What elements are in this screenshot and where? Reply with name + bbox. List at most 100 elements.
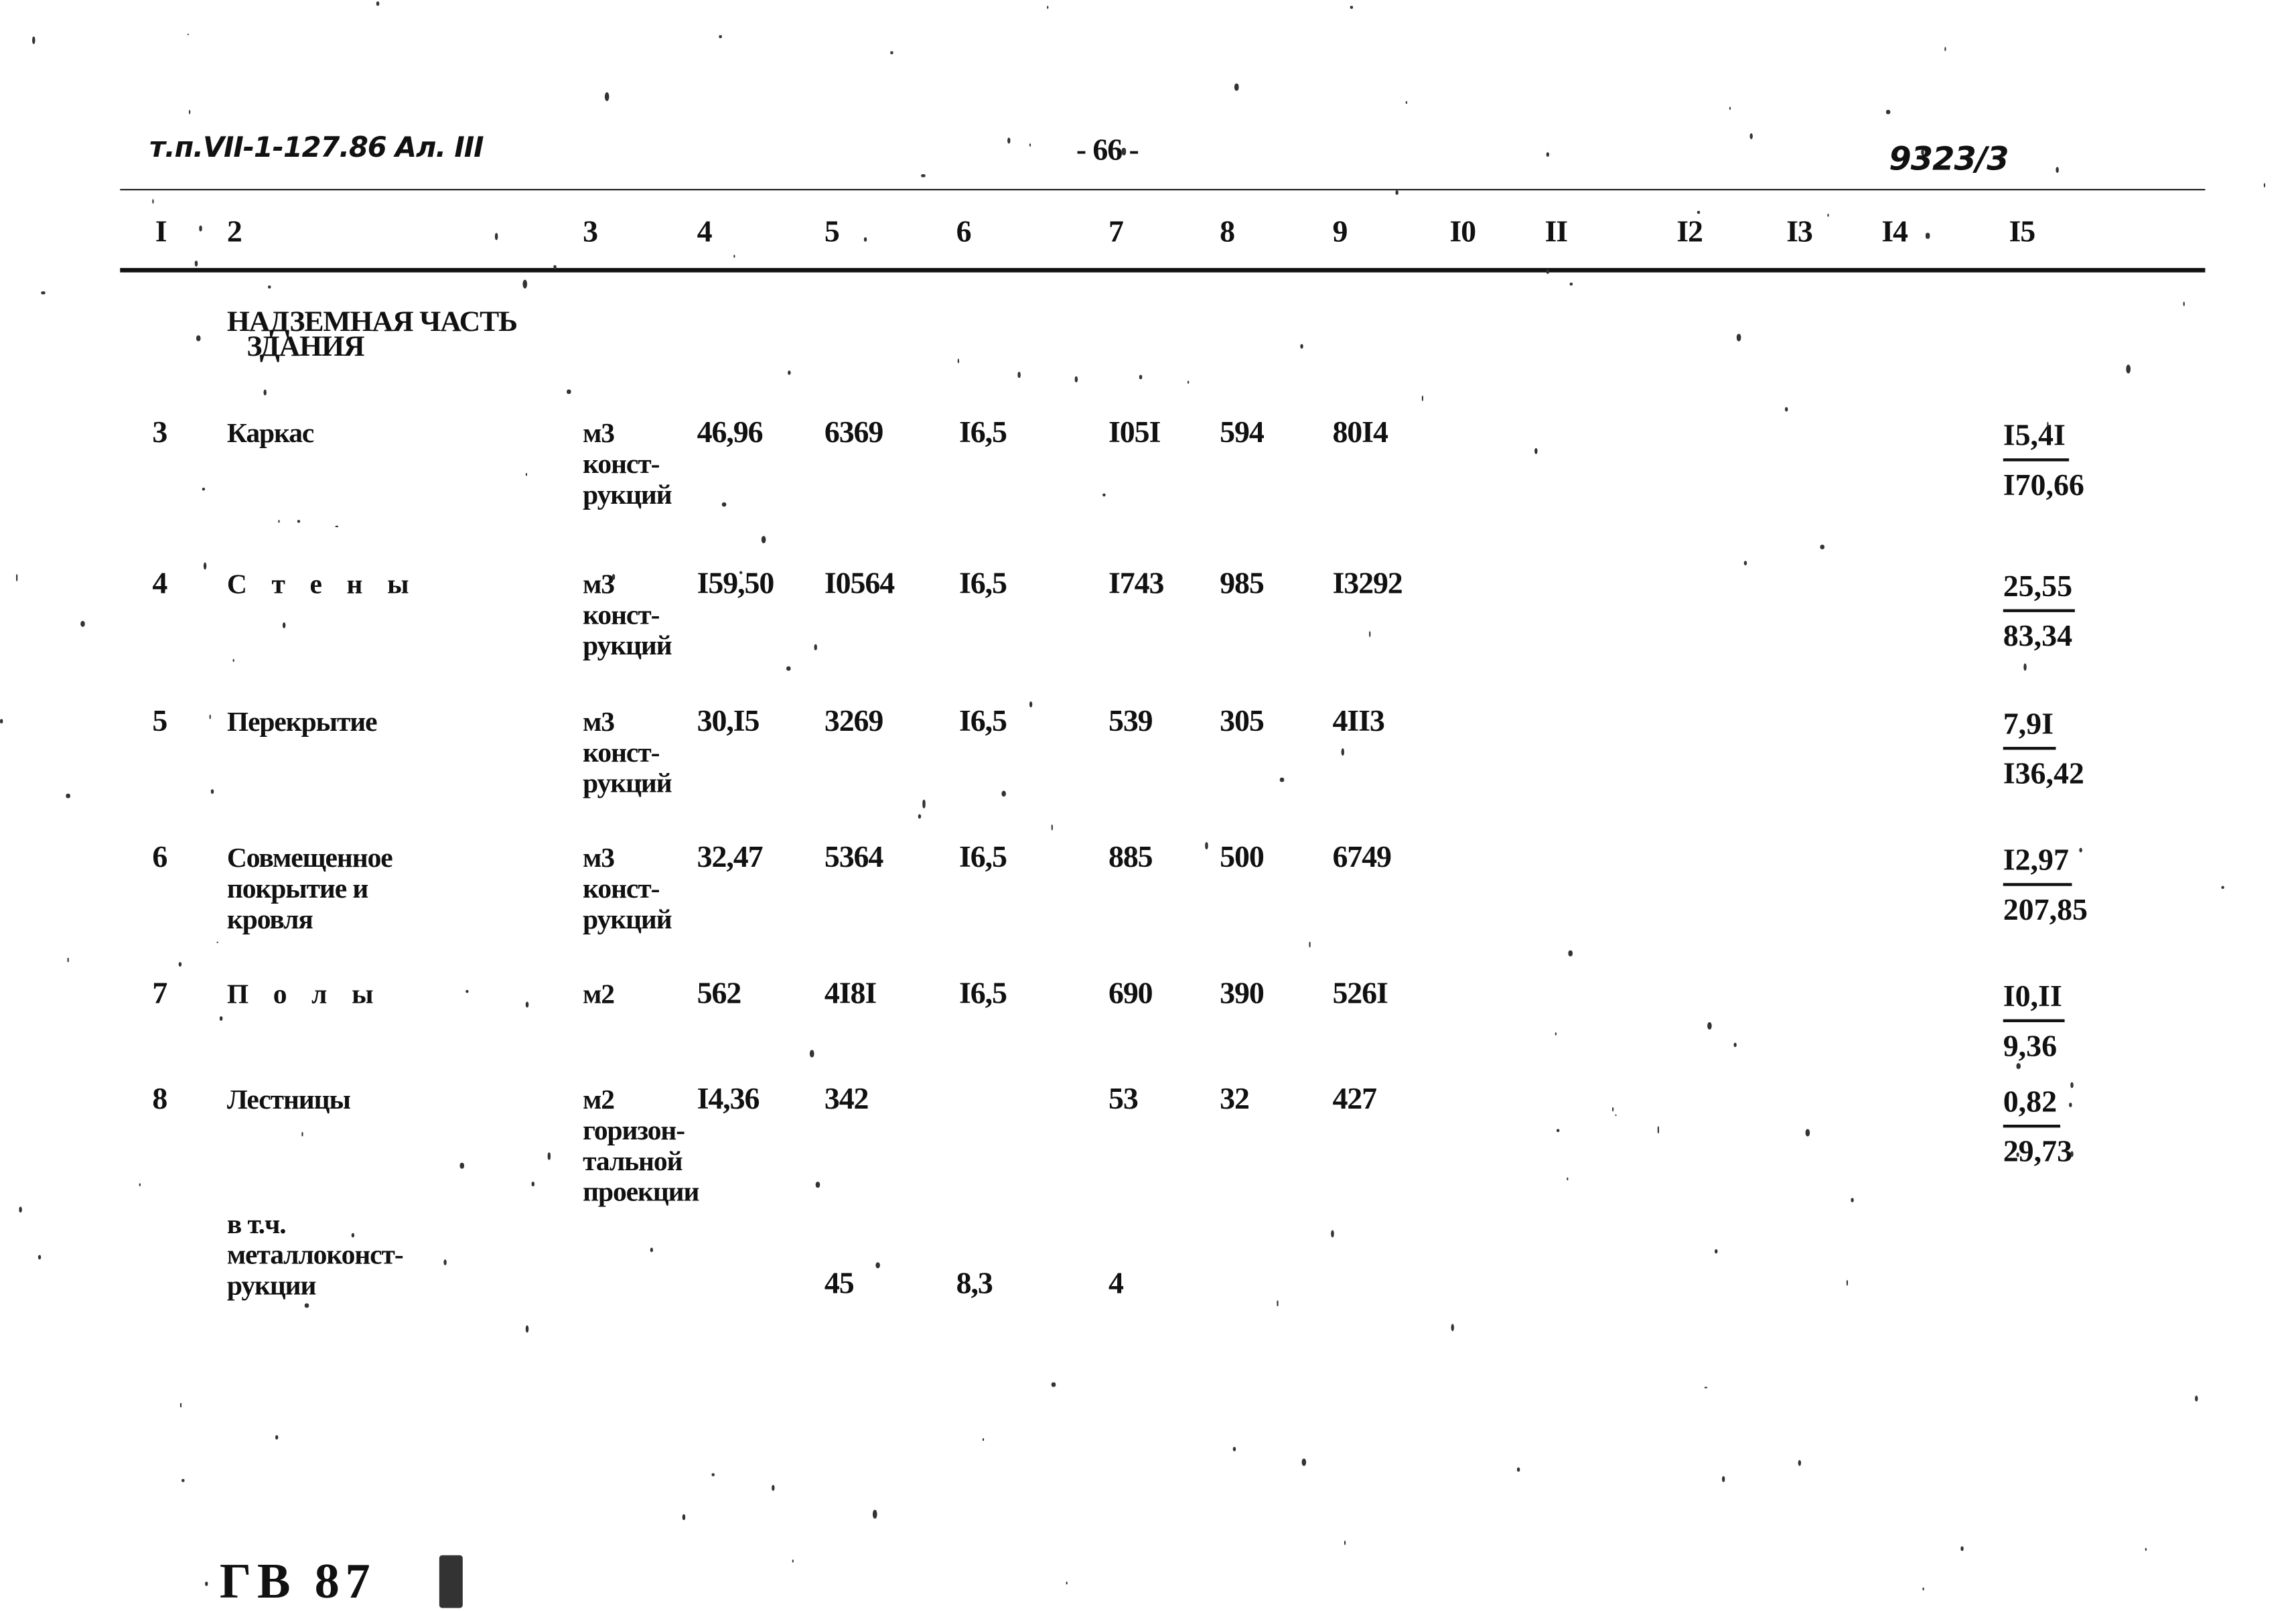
scan-noise bbox=[719, 34, 721, 39]
fraction-denominator: 9,36 bbox=[2003, 1028, 2058, 1064]
scan-noise bbox=[459, 1162, 464, 1170]
scan-noise bbox=[2222, 886, 2225, 889]
col-6-value: I6,5 bbox=[958, 839, 1007, 875]
scan-noise bbox=[209, 714, 212, 719]
scan-noise bbox=[2125, 365, 2130, 373]
scan-noise bbox=[629, 779, 632, 782]
scan-noise bbox=[495, 232, 499, 240]
scan-noise bbox=[232, 658, 235, 662]
scan-noise bbox=[711, 1472, 715, 1476]
scan-noise bbox=[982, 1438, 985, 1442]
scan-noise bbox=[786, 665, 790, 671]
scan-noise bbox=[198, 226, 202, 231]
scan-noise bbox=[922, 800, 926, 809]
col-4-value: 46,96 bbox=[697, 414, 764, 450]
unit-cell: м2 bbox=[583, 979, 615, 1011]
scan-noise bbox=[443, 1259, 447, 1265]
page-number: - 66 - bbox=[1076, 131, 1139, 167]
scan-noise bbox=[873, 1510, 877, 1519]
col-15-fraction: 7,9I I36,42 bbox=[2003, 700, 2084, 796]
scan-noise bbox=[788, 370, 792, 374]
column-header-6: 6 bbox=[956, 214, 972, 249]
scan-noise bbox=[1960, 1545, 1963, 1551]
fraction-numerator: I2,97 bbox=[2003, 836, 2072, 886]
scan-noise bbox=[1569, 282, 1573, 285]
column-header-7: 7 bbox=[1108, 214, 1124, 249]
scan-noise bbox=[1187, 380, 1190, 384]
item-name: Каркас bbox=[226, 419, 314, 450]
scan-noise bbox=[1557, 1129, 1561, 1133]
scan-noise bbox=[1784, 407, 1788, 412]
col-15-fraction: I5,4I I70,66 bbox=[2003, 411, 2084, 508]
scan-noise bbox=[186, 33, 189, 36]
scan-noise bbox=[1331, 1231, 1334, 1237]
col-8-value: 305 bbox=[1220, 703, 1265, 738]
scan-noise bbox=[1798, 1460, 1802, 1466]
unit-cell: м3 конст- рукций bbox=[583, 707, 672, 800]
col-7-value: 4 bbox=[1108, 1265, 1124, 1301]
scan-noise bbox=[682, 1515, 686, 1520]
scan-noise bbox=[1342, 748, 1345, 756]
ink-blot bbox=[439, 1555, 463, 1608]
scan-noise bbox=[891, 51, 894, 55]
scan-noise bbox=[1029, 701, 1033, 708]
scan-noise bbox=[1102, 493, 1106, 497]
scan-noise bbox=[2194, 1395, 2198, 1401]
scan-noise bbox=[179, 962, 182, 967]
scan-noise bbox=[1733, 1042, 1737, 1048]
scan-noise bbox=[38, 1255, 42, 1261]
scan-noise bbox=[2017, 1062, 2021, 1068]
fraction-numerator: I5,4I bbox=[2003, 411, 2069, 462]
scan-noise bbox=[863, 237, 867, 242]
scan-noise bbox=[182, 1478, 185, 1483]
scan-noise bbox=[263, 389, 267, 395]
scan-noise bbox=[1612, 1107, 1614, 1111]
scan-noise bbox=[1075, 376, 1078, 383]
col-7-value: 53 bbox=[1108, 1080, 1139, 1116]
fraction-numerator: I0,II bbox=[2003, 973, 2066, 1022]
scan-noise bbox=[1722, 1476, 1725, 1483]
scan-noise bbox=[336, 525, 338, 528]
scan-noise bbox=[1406, 100, 1408, 104]
scan-noise bbox=[1820, 544, 1824, 550]
section-title: НАДЗЕМНАЯ ЧАСТЬ ЗДАНИЯ bbox=[226, 305, 518, 364]
col-15-fraction: 25,55 83,34 bbox=[2003, 563, 2076, 659]
column-header-2: 2 bbox=[226, 214, 242, 249]
scan-noise bbox=[66, 793, 70, 798]
scan-noise bbox=[279, 519, 281, 522]
scan-noise bbox=[218, 1016, 224, 1022]
item-name: Совмещенное покрытие и кровля bbox=[226, 843, 393, 936]
col-9-value: 80I4 bbox=[1332, 414, 1388, 450]
scan-noise bbox=[1028, 143, 1031, 147]
scan-noise bbox=[1697, 210, 1700, 214]
scan-noise bbox=[1234, 84, 1238, 91]
row-number: 7 bbox=[152, 975, 167, 1011]
scan-noise bbox=[566, 389, 571, 395]
scan-noise bbox=[196, 336, 201, 342]
scan-noise bbox=[1204, 841, 1209, 849]
col-8-value: 500 bbox=[1220, 839, 1265, 875]
scan-noise bbox=[2069, 1103, 2072, 1107]
scan-noise bbox=[32, 37, 35, 44]
scan-noise bbox=[189, 109, 192, 115]
scan-noise bbox=[1886, 109, 1891, 115]
scan-noise bbox=[2015, 1152, 2019, 1158]
col-9-value: I3292 bbox=[1332, 565, 1403, 601]
scan-noise bbox=[1804, 1129, 1810, 1137]
row-number: 6 bbox=[152, 839, 167, 875]
scan-noise bbox=[1707, 1022, 1712, 1030]
scan-noise bbox=[1308, 942, 1311, 948]
scan-noise bbox=[1350, 5, 1353, 9]
scan-noise bbox=[1555, 1032, 1557, 1036]
item-name: в т.ч. металлоконст- рукции bbox=[226, 1209, 404, 1302]
scan-noise bbox=[1017, 371, 1020, 378]
scan-noise bbox=[1368, 631, 1372, 638]
item-name: С т е н ы bbox=[226, 569, 418, 601]
fraction-denominator: 29,73 bbox=[2003, 1133, 2073, 1169]
fraction-numerator: 7,9I bbox=[2003, 700, 2057, 750]
scan-noise bbox=[0, 719, 3, 723]
scan-noise bbox=[2070, 1151, 2074, 1158]
item-name: Лестницы bbox=[226, 1084, 351, 1116]
scan-noise bbox=[1233, 1446, 1236, 1451]
scan-noise bbox=[650, 1247, 653, 1253]
